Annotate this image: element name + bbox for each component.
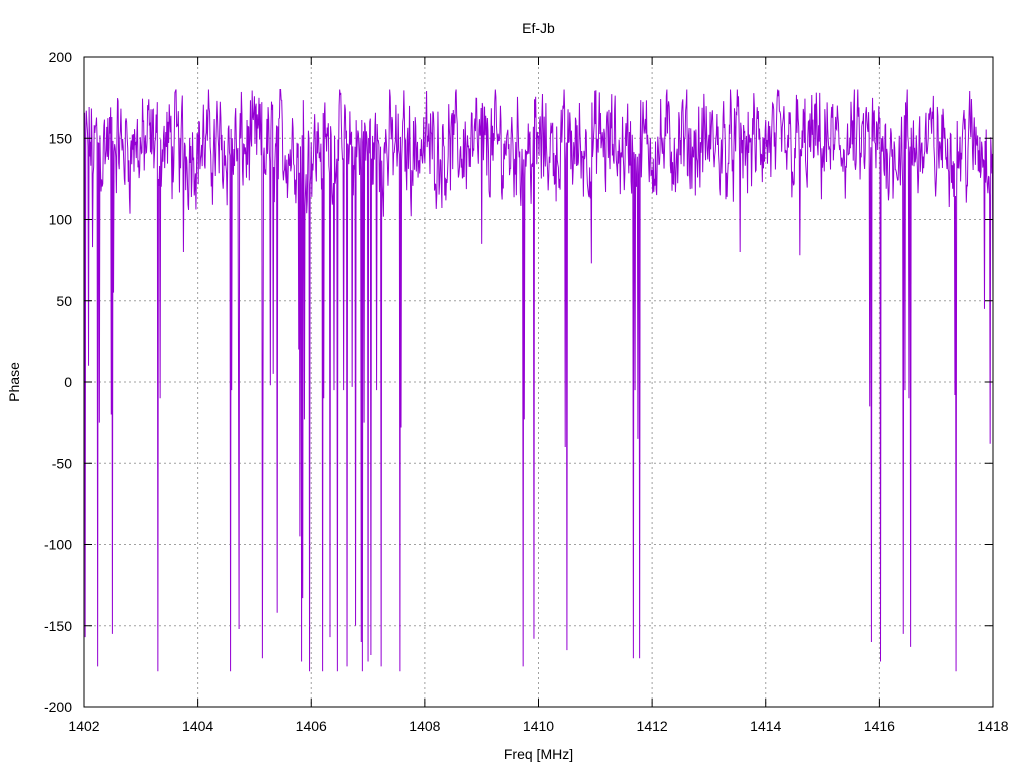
x-tick-label: 1410: [523, 718, 554, 734]
y-tick-label: -50: [52, 455, 72, 471]
y-tick-label: -200: [44, 699, 72, 715]
y-tick-label: 100: [49, 212, 73, 228]
x-tick-label: 1406: [296, 718, 327, 734]
chart-title: Ef-Jb: [522, 20, 555, 36]
y-tick-label: 150: [49, 130, 73, 146]
y-tick-label: -150: [44, 618, 72, 634]
x-tick-label: 1404: [182, 718, 213, 734]
y-tick-label: 50: [56, 293, 72, 309]
x-tick-label: 1408: [409, 718, 440, 734]
y-axis-title: Phase: [6, 362, 22, 402]
x-axis-title: Freq [MHz]: [504, 746, 573, 762]
y-tick-label: 0: [64, 374, 72, 390]
x-tick-label: 1416: [864, 718, 895, 734]
y-tick-label: -100: [44, 537, 72, 553]
grid-lines: [84, 57, 993, 707]
x-tick-label: 1412: [637, 718, 668, 734]
phase-series-line: [83, 89, 994, 672]
y-tick-label: 200: [49, 49, 73, 65]
series-group: [83, 89, 994, 672]
x-tick-label: 1418: [977, 718, 1008, 734]
axis-ticks: 1402 1404 1406 1408 1410 1412 1414 1416 1418 -200…: [44, 49, 1009, 734]
x-tick-label: 1414: [750, 718, 781, 734]
x-tick-label: 1402: [68, 718, 99, 734]
